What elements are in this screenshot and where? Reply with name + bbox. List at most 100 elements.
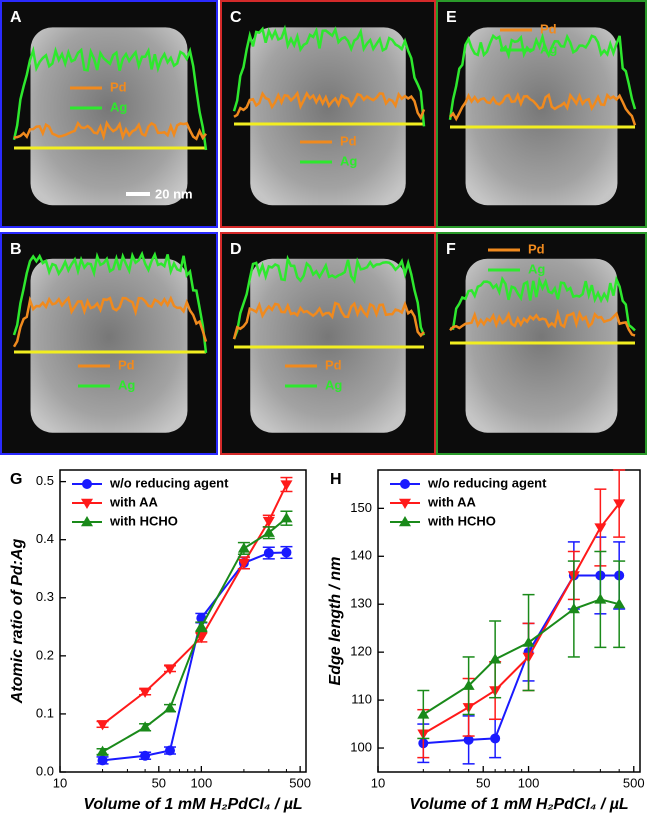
x-axis-label: Volume of 1 mM H₂PdCl₄ / µL: [409, 796, 628, 813]
nanocube: [465, 27, 618, 206]
marker: [164, 745, 175, 756]
nanocube: [30, 258, 188, 433]
legend-label: Pd: [528, 241, 545, 256]
marker: [139, 721, 152, 732]
x-tick-label: 50: [152, 775, 166, 790]
pd-profile: [13, 119, 207, 141]
marker: [463, 734, 474, 745]
panel-label: C: [230, 9, 242, 26]
marker: [594, 523, 607, 534]
marker: [613, 499, 626, 510]
series-line: [102, 551, 287, 762]
y-tick-label: 0.3: [36, 589, 54, 604]
pd-profile: [232, 300, 425, 340]
legend-label: Pd: [118, 357, 135, 372]
marker: [262, 516, 275, 528]
marker: [262, 526, 275, 537]
panel-label: H: [330, 471, 342, 488]
y-axis-label: Atomic ratio of Pd:Ag: [9, 539, 26, 705]
pd-profile: [12, 295, 208, 348]
panel-label: G: [10, 471, 22, 488]
series-line: [422, 502, 620, 735]
series-line: [422, 598, 620, 716]
marker: [163, 664, 176, 675]
x-tick-label: 100: [190, 775, 212, 790]
legend-label: w/o reducing agent: [427, 475, 547, 490]
marker: [489, 653, 502, 664]
x-tick-label: 500: [289, 775, 311, 790]
marker: [82, 479, 92, 489]
marker: [280, 512, 293, 523]
marker: [81, 498, 93, 509]
y-tick-label: 150: [350, 500, 372, 515]
y-tick-label: 120: [350, 644, 372, 659]
pd-profile: [233, 90, 426, 121]
ag-profile: [232, 24, 426, 127]
ag-profile: [12, 250, 208, 354]
legend-label: Ag: [110, 99, 127, 114]
x-tick-label: 10: [371, 775, 385, 790]
nanocube: [465, 258, 618, 433]
ag-profile: [449, 275, 636, 332]
marker: [280, 480, 293, 491]
legend-label: Pd: [340, 133, 357, 148]
marker: [417, 708, 430, 719]
legend-label: with HCHO: [109, 513, 178, 528]
panel-label: B: [10, 241, 22, 258]
y-tick-label: 0.5: [36, 473, 54, 488]
legend-label: Ag: [118, 377, 135, 392]
nanocube: [250, 27, 406, 206]
y-tick-label: 0.0: [36, 763, 54, 778]
marker: [96, 720, 109, 731]
marker: [281, 547, 292, 558]
marker: [237, 558, 250, 569]
pd-profile: [449, 91, 637, 126]
x-axis-label: Volume of 1 mM H₂PdCl₄ / µL: [83, 796, 302, 813]
marker: [195, 620, 208, 632]
series-line: [102, 517, 288, 753]
marker: [490, 733, 501, 744]
marker: [613, 598, 626, 609]
marker: [97, 755, 108, 766]
panel-label: A: [10, 9, 22, 26]
ag-profile: [12, 45, 208, 151]
scale-bar: [126, 192, 150, 196]
marker: [81, 516, 93, 527]
y-tick-label: 100: [350, 739, 372, 754]
marker: [399, 498, 411, 509]
series-line: [423, 574, 620, 745]
marker: [163, 702, 176, 713]
marker: [263, 548, 274, 559]
x-tick-label: 50: [476, 775, 490, 790]
panel-label: F: [446, 241, 456, 258]
pd-profile: [449, 308, 636, 337]
legend-label: Pd: [110, 79, 127, 94]
marker: [462, 679, 475, 690]
legend-label: w/o reducing agent: [109, 475, 229, 490]
scale-bar-label: 20 nm: [155, 186, 193, 201]
legend-label: Ag: [325, 377, 342, 392]
legend-label: Pd: [325, 357, 342, 372]
marker: [96, 745, 109, 756]
x-tick-label: 10: [53, 775, 67, 790]
x-tick-label: 100: [518, 775, 540, 790]
y-tick-label: 140: [350, 548, 372, 563]
ag-profile: [448, 32, 637, 120]
ag-profile: [232, 254, 426, 340]
plot-frame: [377, 469, 641, 773]
legend-label: Ag: [540, 41, 557, 56]
legend-label: with AA: [427, 494, 477, 509]
marker: [567, 603, 580, 614]
x-tick-label: 500: [623, 775, 645, 790]
marker: [139, 687, 152, 698]
legend-label: Ag: [528, 261, 545, 276]
y-tick-label: 130: [350, 596, 372, 611]
nanocube: [30, 27, 188, 206]
marker: [400, 479, 410, 489]
legend-label: Ag: [340, 153, 357, 168]
marker: [522, 636, 535, 647]
marker: [399, 516, 411, 527]
marker: [237, 542, 250, 553]
plot-frame: [59, 469, 307, 773]
